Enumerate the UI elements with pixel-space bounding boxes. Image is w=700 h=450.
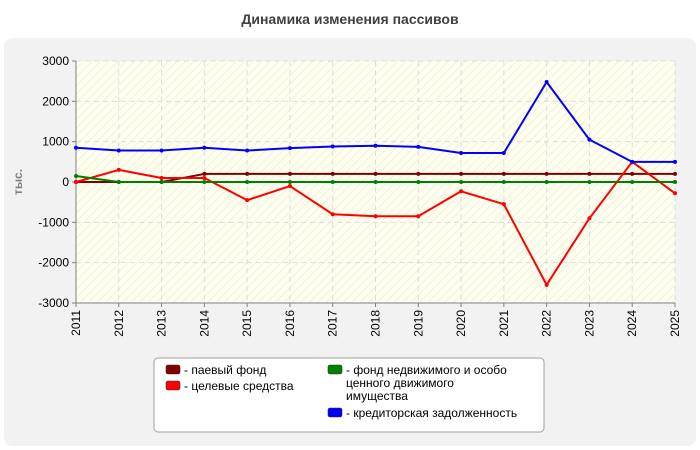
data-point [373,180,378,184]
data-point [544,282,549,287]
legend-swatch [327,364,343,375]
legend-label: - целевые средства [184,379,294,393]
data-point [587,216,592,221]
data-point [373,143,378,148]
x-tick-label: 2015 [240,310,254,337]
data-point [587,137,592,142]
x-tick-label: 2012 [112,310,126,337]
x-tick-label: 2021 [497,310,511,337]
data-point [287,180,292,184]
data-point [673,159,677,164]
data-point [673,191,677,196]
data-point [501,202,506,207]
x-tick-label: 2022 [540,310,554,337]
data-point [202,145,207,150]
data-point [74,173,78,178]
data-point [202,180,207,184]
y-tick-label: 2000 [42,94,69,108]
data-point [544,79,549,84]
data-point [416,180,421,184]
data-point [287,171,292,176]
data-point [245,180,250,184]
data-point [587,171,592,176]
legend-swatch [327,407,343,418]
data-point [245,171,250,176]
y-axis-label: тыс. [11,169,25,195]
data-point [673,171,677,176]
data-point [74,145,78,150]
y-tick-label: -2000 [38,256,69,270]
y-tick-label: 3000 [42,54,69,68]
legend-swatch [165,364,181,375]
data-point [330,171,335,176]
data-point [501,180,506,184]
data-point [245,148,250,153]
legend-label: имущества [346,389,408,403]
data-point [245,198,250,203]
data-point [74,180,78,184]
x-tick-label: 2020 [454,310,468,337]
data-point [287,184,292,189]
data-point [330,144,335,149]
legend-label: - паевый фонд [184,363,266,377]
data-point [330,212,335,217]
data-point [373,214,378,219]
y-tick-label: 0 [62,175,69,189]
data-point [459,189,464,194]
x-tick-label: 2011 [69,310,83,336]
x-tick-label: 2013 [155,310,169,337]
data-point [116,148,121,153]
data-point [587,180,592,184]
data-point [330,180,335,184]
x-tick-label: 2018 [369,310,383,337]
legend-swatch [165,380,181,391]
chart-title: Динамика изменения пассивов [241,11,459,27]
x-tick-label: 2023 [582,310,596,337]
data-point [287,146,292,151]
data-point [630,159,635,164]
data-point [159,180,164,184]
data-point [673,180,677,184]
data-point [416,171,421,176]
data-point [116,167,121,172]
data-point [544,180,549,184]
y-tick-label: -1000 [38,215,69,229]
data-point [544,171,549,176]
x-tick-label: 2014 [197,310,211,337]
data-point [459,171,464,176]
data-point [630,171,635,176]
data-point [202,171,207,176]
data-point [416,214,421,219]
y-tick-label: 1000 [42,135,69,149]
data-point [159,175,164,180]
y-tick-label: -3000 [38,296,69,310]
data-point [159,148,164,153]
data-point [459,150,464,155]
data-point [202,175,207,180]
data-point [501,171,506,176]
legend-label: - фонд недвижимого и особо [346,363,507,377]
x-tick-label: 2025 [668,310,682,337]
x-tick-label: 2024 [625,310,639,337]
x-tick-label: 2016 [283,310,297,337]
legend-label: - кредиторская задолженность [346,406,517,420]
legend [153,357,545,433]
x-tick-label: 2019 [411,310,425,337]
data-point [630,180,635,184]
data-point [373,171,378,176]
x-tick-label: 2017 [326,310,340,337]
data-point [416,144,421,149]
legend-label: ценного движимого [346,376,454,390]
data-point [501,150,506,155]
data-point [116,180,121,184]
data-point [459,180,464,184]
